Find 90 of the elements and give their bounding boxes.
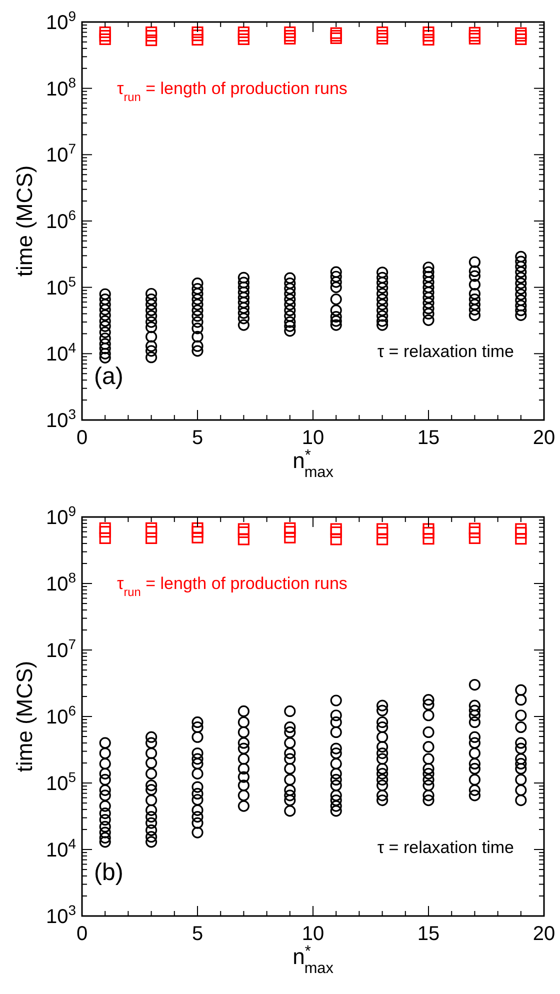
point [468, 26, 480, 38]
point [99, 26, 111, 38]
y-tick-label: 10$^{7}$ [46, 140, 76, 167]
y-tick-label: 10$^{6}$ [46, 207, 76, 233]
point [192, 34, 204, 46]
point [422, 34, 434, 46]
x-tick-label: 10 [302, 923, 324, 945]
point [515, 27, 527, 39]
point [422, 533, 434, 545]
point [238, 523, 250, 535]
point [330, 32, 342, 44]
y-tick-label: 10$^{5}$ [46, 273, 76, 300]
point [330, 523, 342, 535]
point [515, 33, 527, 46]
point [422, 26, 434, 38]
point [376, 526, 388, 539]
point [192, 26, 204, 38]
x-tick-label: 0 [76, 923, 88, 945]
y-tick-label: 10$^{3}$ [46, 406, 76, 432]
point [376, 30, 388, 42]
point [146, 26, 158, 38]
y-tick-label: 10$^{5}$ [46, 769, 76, 795]
point [468, 526, 480, 538]
point [422, 526, 434, 539]
point [146, 526, 158, 538]
point [146, 532, 158, 544]
point [284, 526, 296, 538]
point [192, 522, 204, 534]
point [284, 522, 296, 534]
point [468, 522, 480, 534]
x-tick-label: 10 [302, 427, 324, 449]
point [238, 526, 250, 538]
point [284, 30, 296, 42]
point [468, 532, 480, 544]
point [515, 30, 527, 42]
point [99, 30, 111, 42]
y-tick-label: 10$^{8}$ [46, 74, 76, 100]
x-tick-label: 20 [532, 427, 556, 449]
y-axis-title: time (MCS) [12, 165, 37, 277]
point [330, 534, 342, 546]
x-tick-label: 15 [417, 427, 440, 449]
point [376, 32, 388, 45]
y-tick-label: 10$^{8}$ [46, 570, 76, 596]
point [146, 30, 158, 42]
point [468, 32, 480, 45]
annotation: (a) [94, 363, 124, 390]
annotation: τ$_{run}$ = length of production runs [117, 79, 348, 104]
annotation: τ$_{run}$ = length of production runs [117, 574, 348, 599]
point [192, 30, 204, 42]
annotation: τ = relaxation time [377, 342, 514, 361]
point [284, 32, 296, 45]
x-tick-label: 5 [192, 923, 204, 945]
point [376, 523, 388, 535]
annotation: τ = relaxation time [377, 838, 514, 857]
point [468, 30, 480, 42]
y-tick-label: 10$^{7}$ [46, 636, 76, 662]
point [515, 533, 527, 545]
point [99, 33, 111, 46]
point [238, 26, 250, 38]
point [376, 26, 388, 38]
point [515, 526, 527, 539]
point [146, 34, 158, 46]
point [238, 534, 250, 546]
point [284, 532, 296, 544]
point [99, 532, 111, 544]
point [515, 523, 527, 535]
y-tick-label: 10$^{3}$ [46, 902, 76, 928]
x-tick-label: 20 [532, 923, 556, 945]
y-tick-label: 10$^{9}$ [46, 503, 76, 529]
x-tick-label: 15 [417, 923, 440, 945]
point [330, 526, 342, 538]
x-tick-label: 5 [192, 427, 204, 449]
point [99, 526, 111, 538]
y-tick-label: 10$^{4}$ [46, 836, 76, 862]
point [330, 30, 342, 42]
y-tick-label: 10$^{6}$ [46, 702, 76, 728]
point [422, 30, 434, 42]
x-tick-label: 0 [76, 427, 88, 449]
point [376, 534, 388, 546]
annotation: (b) [94, 859, 124, 886]
point [284, 26, 296, 38]
point [238, 30, 250, 42]
point [422, 523, 434, 535]
point [192, 532, 204, 544]
y-axis-title: time (MCS) [12, 660, 37, 772]
point [192, 526, 204, 538]
point [330, 27, 342, 39]
y-tick-label: 10$^{9}$ [46, 8, 76, 34]
point [238, 33, 250, 46]
y-tick-label: 10$^{4}$ [46, 340, 76, 366]
